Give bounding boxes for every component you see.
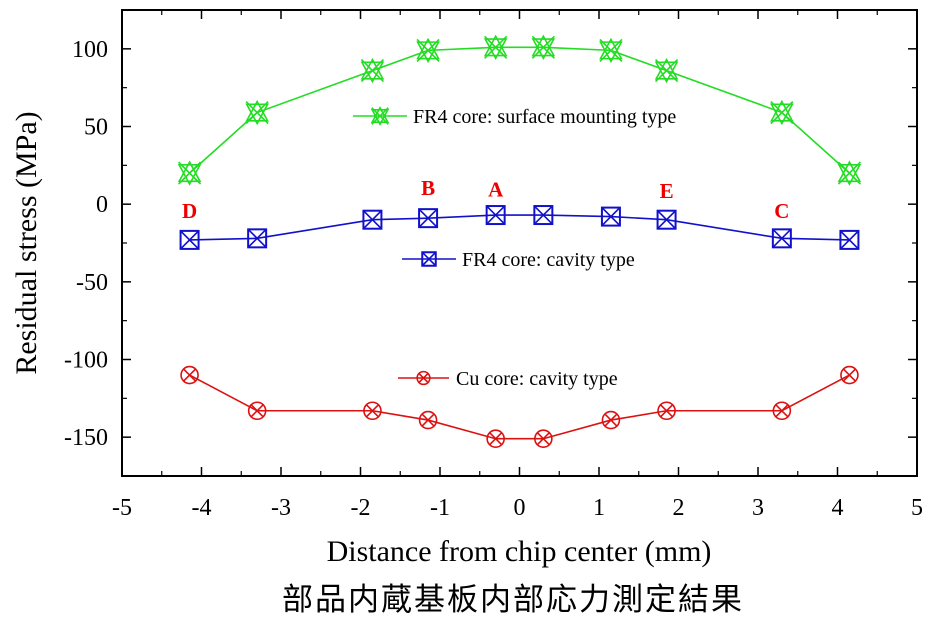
axis-ticks bbox=[121, 9, 918, 476]
data-point-marker bbox=[657, 401, 676, 421]
data-point-marker bbox=[416, 37, 440, 64]
series-layer bbox=[177, 34, 862, 449]
y-tick-label: -100 bbox=[64, 348, 108, 374]
x-tick-label: -3 bbox=[271, 495, 291, 521]
data-point-marker bbox=[654, 57, 679, 84]
data-point-marker bbox=[771, 228, 792, 249]
inline-legend: FR4 core: surface mounting type FR4 core:… bbox=[350, 103, 759, 391]
plot-frame bbox=[121, 9, 918, 477]
data-point-marker bbox=[840, 365, 859, 385]
legend-entry-1: FR4 core: cavity type bbox=[399, 246, 759, 272]
data-point-marker bbox=[179, 229, 200, 250]
data-point-marker bbox=[360, 57, 385, 84]
data-point-marker bbox=[485, 205, 506, 226]
data-point-marker bbox=[362, 209, 383, 230]
legend-entry-0: FR4 core: surface mounting type bbox=[350, 103, 710, 129]
data-point-marker bbox=[839, 229, 860, 250]
series-2 bbox=[180, 365, 859, 449]
y-tick-labels: 100 50 0 -50 -100 -150 bbox=[64, 37, 108, 451]
y-tick-label: 0 bbox=[96, 192, 108, 218]
series-line bbox=[189, 46, 850, 174]
y-tick-label: 100 bbox=[72, 37, 108, 63]
data-point-marker bbox=[421, 251, 437, 267]
data-point-marker bbox=[247, 228, 268, 249]
data-point-marker bbox=[177, 160, 202, 186]
x-tick-label: -4 bbox=[192, 495, 212, 521]
annotation-label: E bbox=[660, 179, 674, 203]
x-axis-label: Distance from chip center (mm) bbox=[327, 535, 712, 568]
annotation-label: D bbox=[182, 199, 197, 223]
x-tick-label: 4 bbox=[832, 495, 844, 521]
data-point-marker bbox=[656, 209, 677, 230]
annotation-label: B bbox=[421, 176, 435, 200]
data-point-marker bbox=[533, 205, 554, 226]
data-point-marker bbox=[363, 401, 382, 421]
point-annotations: DB A EC bbox=[182, 176, 789, 223]
data-point-marker bbox=[245, 99, 269, 126]
data-point-marker bbox=[180, 365, 199, 385]
data-point-marker bbox=[483, 34, 508, 60]
series-line bbox=[189, 214, 850, 241]
data-point-marker bbox=[772, 401, 792, 421]
data-point-marker bbox=[486, 429, 505, 449]
x-tick-label: 0 bbox=[514, 495, 526, 521]
data-point-marker bbox=[534, 429, 553, 449]
x-tick-labels: -5 -4 -3 -2 -1 0 1 2 3 4 5 bbox=[112, 495, 923, 521]
data-point-marker bbox=[531, 34, 556, 60]
x-tick-label: -5 bbox=[112, 495, 132, 521]
annotation-label: C bbox=[774, 199, 789, 223]
legend-label: FR4 core: cavity type bbox=[462, 249, 635, 271]
data-point-marker bbox=[370, 106, 390, 126]
legend-label: FR4 core: surface mounting type bbox=[413, 106, 676, 128]
x-tick-label: -1 bbox=[430, 495, 450, 521]
x-tick-label: 5 bbox=[911, 495, 923, 521]
legend-entry-2: Cu core: cavity type bbox=[395, 365, 753, 391]
series-line bbox=[189, 374, 850, 440]
y-tick-label: 50 bbox=[84, 115, 108, 141]
x-tick-label: 3 bbox=[752, 495, 764, 521]
data-point-marker bbox=[837, 160, 862, 186]
data-point-marker bbox=[770, 99, 794, 126]
data-point-marker bbox=[247, 401, 267, 421]
annotation-label: A bbox=[488, 177, 504, 201]
y-axis-label: Residual stress (MPa) bbox=[10, 111, 43, 374]
data-point-marker bbox=[416, 370, 431, 386]
data-point-marker bbox=[600, 206, 621, 227]
series-0 bbox=[177, 34, 862, 186]
series-1 bbox=[179, 205, 860, 250]
data-point-marker bbox=[599, 37, 623, 64]
y-tick-label: -150 bbox=[64, 425, 108, 451]
data-point-marker bbox=[601, 410, 621, 430]
chart-caption: 部品内蔵基板内部応力測定結果 bbox=[282, 582, 744, 618]
x-tick-label: 1 bbox=[593, 495, 605, 521]
legend-label: Cu core: cavity type bbox=[456, 368, 618, 390]
data-point-marker bbox=[418, 410, 438, 430]
y-tick-label: -50 bbox=[76, 270, 108, 296]
x-tick-label: -2 bbox=[351, 495, 371, 521]
data-point-marker bbox=[418, 208, 439, 229]
x-tick-label: 2 bbox=[673, 495, 685, 521]
